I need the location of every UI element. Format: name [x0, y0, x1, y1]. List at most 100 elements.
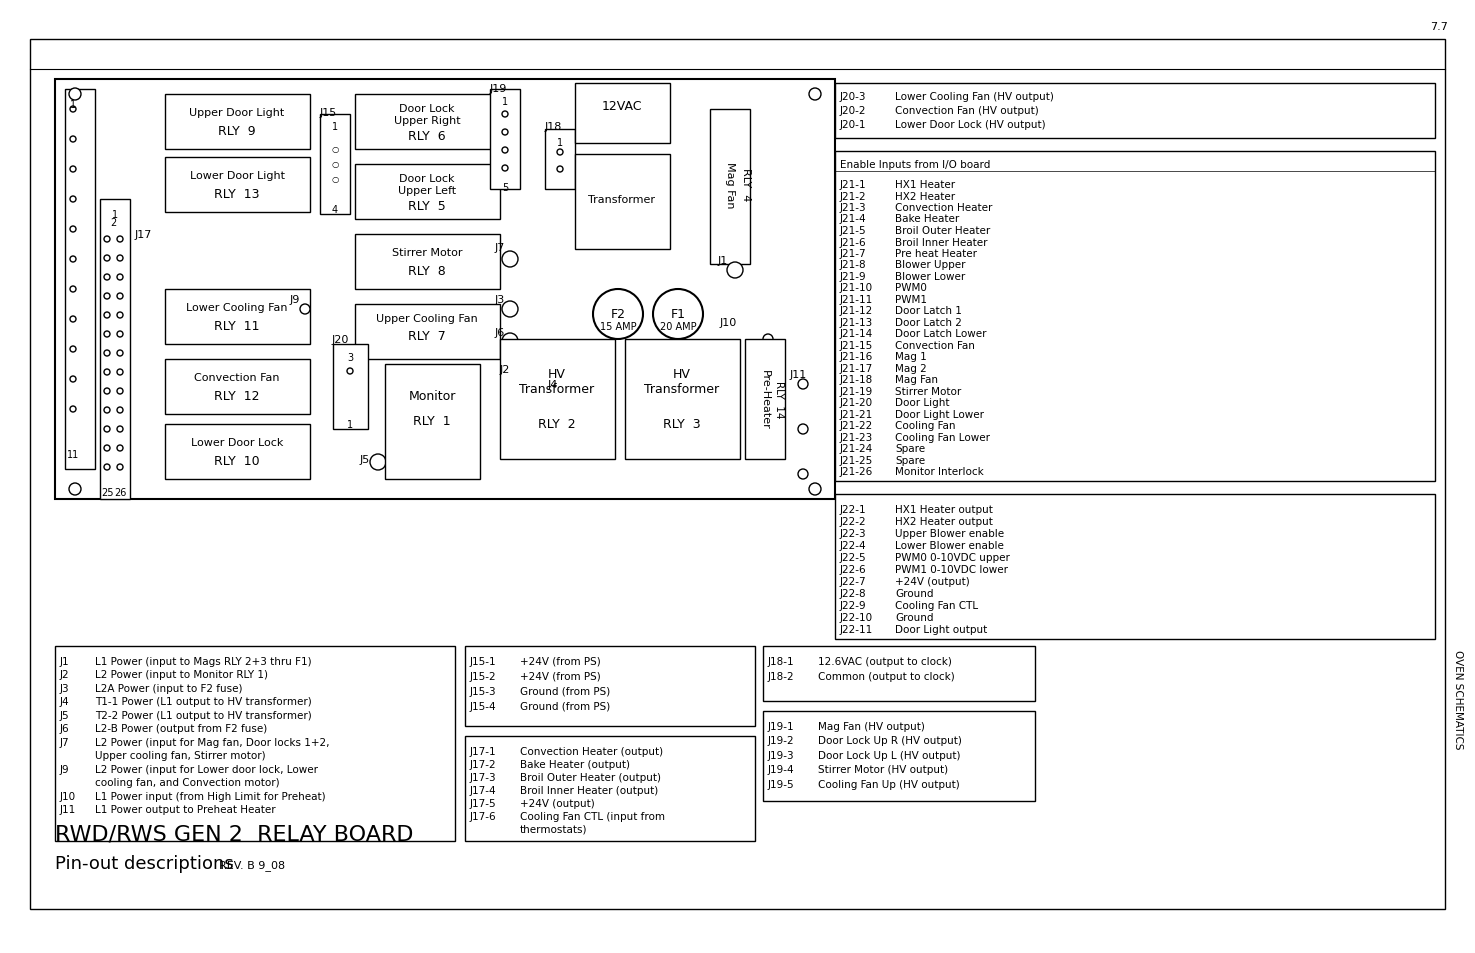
Text: +24V (output): +24V (output)	[521, 799, 594, 808]
Text: Broil Outer Heater (output): Broil Outer Heater (output)	[521, 772, 661, 782]
Text: RLY  10: RLY 10	[214, 455, 260, 468]
Text: ○: ○	[332, 145, 339, 153]
Text: 1: 1	[502, 97, 507, 107]
Circle shape	[117, 351, 122, 356]
Text: J17-4: J17-4	[471, 785, 497, 795]
Circle shape	[105, 389, 111, 395]
Text: L2 Power (input for Mag fan, Door locks 1+2,: L2 Power (input for Mag fan, Door locks …	[94, 738, 329, 747]
Bar	[465, 737, 755, 841]
Text: L2 Power (input to Monitor RLY 1): L2 Power (input to Monitor RLY 1)	[94, 670, 268, 679]
Circle shape	[69, 227, 77, 233]
Circle shape	[117, 255, 122, 262]
Bar	[320, 115, 350, 214]
Text: Convection Fan: Convection Fan	[195, 373, 280, 382]
Text: J20-2: J20-2	[839, 106, 866, 116]
Bar	[709, 110, 749, 265]
Circle shape	[117, 332, 122, 337]
Text: Door Lock Up L (HV output): Door Lock Up L (HV output)	[819, 750, 960, 760]
Text: Stirrer Motor: Stirrer Motor	[895, 387, 962, 396]
Text: J11: J11	[791, 370, 807, 379]
Text: +24V (from PS): +24V (from PS)	[521, 671, 600, 681]
Circle shape	[502, 112, 507, 118]
Text: J21-9: J21-9	[839, 272, 867, 282]
Text: HX1 Heater output: HX1 Heater output	[895, 504, 993, 515]
Circle shape	[69, 256, 77, 263]
Text: 1: 1	[69, 100, 77, 110]
Text: Broil Outer Heater: Broil Outer Heater	[895, 226, 990, 235]
Text: 1: 1	[347, 419, 353, 430]
Text: J21-11: J21-11	[839, 294, 873, 305]
Text: Common (output to clock): Common (output to clock)	[819, 671, 954, 681]
Text: J21-1: J21-1	[839, 180, 867, 190]
Text: J9: J9	[60, 764, 69, 774]
Bar	[55, 646, 454, 841]
Text: HX2 Heater output: HX2 Heater output	[895, 517, 993, 526]
Text: J21-18: J21-18	[839, 375, 873, 385]
Circle shape	[105, 294, 111, 299]
Text: Mag 2: Mag 2	[895, 364, 926, 374]
Circle shape	[105, 427, 111, 433]
Text: J19: J19	[490, 84, 507, 94]
Text: J21-12: J21-12	[839, 306, 873, 316]
Text: L1 Power (input to Mags RLY 2+3 thru F1): L1 Power (input to Mags RLY 2+3 thru F1)	[94, 657, 311, 666]
Circle shape	[763, 335, 773, 345]
Bar	[333, 345, 367, 430]
Text: J18: J18	[544, 122, 562, 132]
Text: Upper Blower enable: Upper Blower enable	[895, 529, 1004, 538]
Circle shape	[502, 252, 518, 268]
Text: RLY  8: RLY 8	[409, 265, 445, 277]
Text: J2: J2	[60, 670, 69, 679]
Text: Ground: Ground	[895, 588, 934, 598]
Text: J22-1: J22-1	[839, 504, 867, 515]
Text: 25: 25	[100, 488, 114, 497]
Circle shape	[502, 148, 507, 153]
Text: +24V (output): +24V (output)	[895, 577, 969, 586]
Text: J7: J7	[496, 243, 506, 253]
Circle shape	[105, 408, 111, 414]
Text: Stirrer Motor (HV output): Stirrer Motor (HV output)	[819, 764, 948, 775]
Text: Upper Right: Upper Right	[394, 116, 460, 126]
Text: J15-2: J15-2	[471, 671, 497, 681]
Text: J18-2: J18-2	[768, 671, 795, 681]
Text: RLY  1: RLY 1	[413, 415, 451, 428]
Text: RLY  14: RLY 14	[774, 381, 785, 418]
Text: RLY  7: RLY 7	[409, 330, 445, 343]
Bar	[165, 95, 310, 150]
Circle shape	[69, 196, 77, 203]
Text: Convection Heater: Convection Heater	[895, 203, 993, 213]
Circle shape	[105, 332, 111, 337]
Circle shape	[105, 313, 111, 318]
Text: Monitor Interlock: Monitor Interlock	[895, 467, 984, 477]
Text: J22-9: J22-9	[839, 600, 867, 610]
Text: J15: J15	[320, 108, 338, 118]
Text: J2: J2	[500, 365, 510, 375]
Bar	[355, 165, 500, 220]
Text: Door Light output: Door Light output	[895, 624, 987, 635]
Text: J19-2: J19-2	[768, 736, 795, 745]
Text: Lower Cooling Fan: Lower Cooling Fan	[186, 303, 288, 313]
Text: Mag Fan: Mag Fan	[895, 375, 938, 385]
Text: J6: J6	[60, 723, 69, 734]
Text: Upper Left: Upper Left	[398, 186, 456, 195]
Text: T1-1 Power (L1 output to HV transformer): T1-1 Power (L1 output to HV transformer)	[94, 697, 311, 707]
Text: Lower Door Lock (HV output): Lower Door Lock (HV output)	[895, 120, 1046, 130]
Text: J19-4: J19-4	[768, 764, 795, 775]
Text: RLY  12: RLY 12	[214, 390, 260, 402]
Text: J22-11: J22-11	[839, 624, 873, 635]
Circle shape	[69, 483, 81, 496]
Bar	[355, 305, 500, 359]
Text: J5: J5	[360, 455, 370, 464]
Text: J21-26: J21-26	[839, 467, 873, 477]
Text: J21-3: J21-3	[839, 203, 867, 213]
Text: L2A Power (input to F2 fuse): L2A Power (input to F2 fuse)	[94, 683, 242, 693]
Circle shape	[69, 287, 77, 293]
Text: J9: J9	[291, 294, 301, 305]
Text: RLY  6: RLY 6	[409, 130, 445, 143]
Text: J7: J7	[60, 738, 69, 747]
Text: Cooling Fan Up (HV output): Cooling Fan Up (HV output)	[819, 780, 960, 789]
Circle shape	[347, 369, 353, 375]
Text: J21-20: J21-20	[839, 398, 873, 408]
Circle shape	[117, 370, 122, 375]
Text: Door Latch Lower: Door Latch Lower	[895, 329, 987, 339]
Text: 2: 2	[111, 218, 117, 228]
